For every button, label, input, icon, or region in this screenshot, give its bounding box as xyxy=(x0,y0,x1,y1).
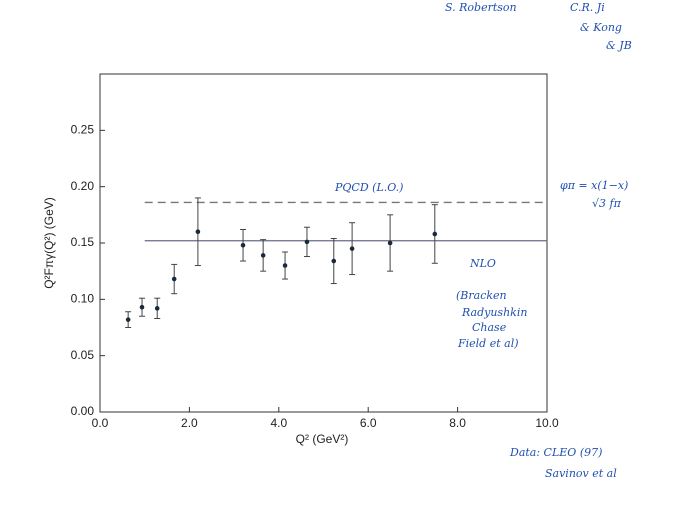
y-tick-label: 0.15 xyxy=(71,235,95,249)
handwritten-note: Field et al) xyxy=(457,337,519,350)
line-label: NLO xyxy=(469,257,496,270)
handwritten-note: C.R. Ji xyxy=(570,1,605,14)
handwritten-note: φπ = x(1−x) xyxy=(560,179,628,192)
x-tick-label: 6.0 xyxy=(360,416,377,430)
x-tick-label: 0.0 xyxy=(92,416,109,430)
data-point xyxy=(125,317,131,322)
plot-frame xyxy=(99,73,548,413)
handwritten-note: Savinov et al xyxy=(545,467,617,480)
handwritten-note: Radyushkin xyxy=(461,306,527,319)
handwritten-note: Chase xyxy=(472,321,507,334)
data-point xyxy=(240,242,246,248)
data-point xyxy=(171,276,177,282)
y-tick-label: 0.10 xyxy=(71,292,95,306)
handwritten-note: √3 fπ xyxy=(592,197,622,210)
data-point xyxy=(331,258,337,264)
data-point xyxy=(349,246,355,251)
data-point xyxy=(282,263,288,268)
data-point xyxy=(387,240,393,246)
handwritten-note: & JB xyxy=(606,39,632,52)
data-point xyxy=(195,229,201,235)
data-point xyxy=(154,306,160,311)
handwritten-note: (Bracken xyxy=(456,289,507,302)
x-axis-label: Q² (GeV²) xyxy=(296,432,349,446)
handwritten-note: Data: CLEO (97) xyxy=(509,446,602,459)
x-tick-label: 8.0 xyxy=(449,416,466,430)
line-label: PQCD (L.O.) xyxy=(334,181,403,194)
y-tick-label: 0.25 xyxy=(71,123,95,137)
handwritten-note: S. Robertson xyxy=(445,1,517,14)
data-point xyxy=(304,239,310,245)
handwritten-note: & Kong xyxy=(580,21,622,34)
y-tick-label: 0.20 xyxy=(71,179,95,193)
data-point xyxy=(139,304,145,310)
data-point xyxy=(432,231,438,237)
x-tick-label: 4.0 xyxy=(270,416,287,430)
x-tick-label: 2.0 xyxy=(181,416,198,430)
x-tick-label: 10.0 xyxy=(535,416,559,430)
y-tick-label: 0.05 xyxy=(71,348,95,362)
y-tick-label: 0.00 xyxy=(71,404,95,418)
data-point xyxy=(260,253,266,258)
y-axis-label: Q²Fπγ(Q²) (GeV) xyxy=(42,197,56,289)
